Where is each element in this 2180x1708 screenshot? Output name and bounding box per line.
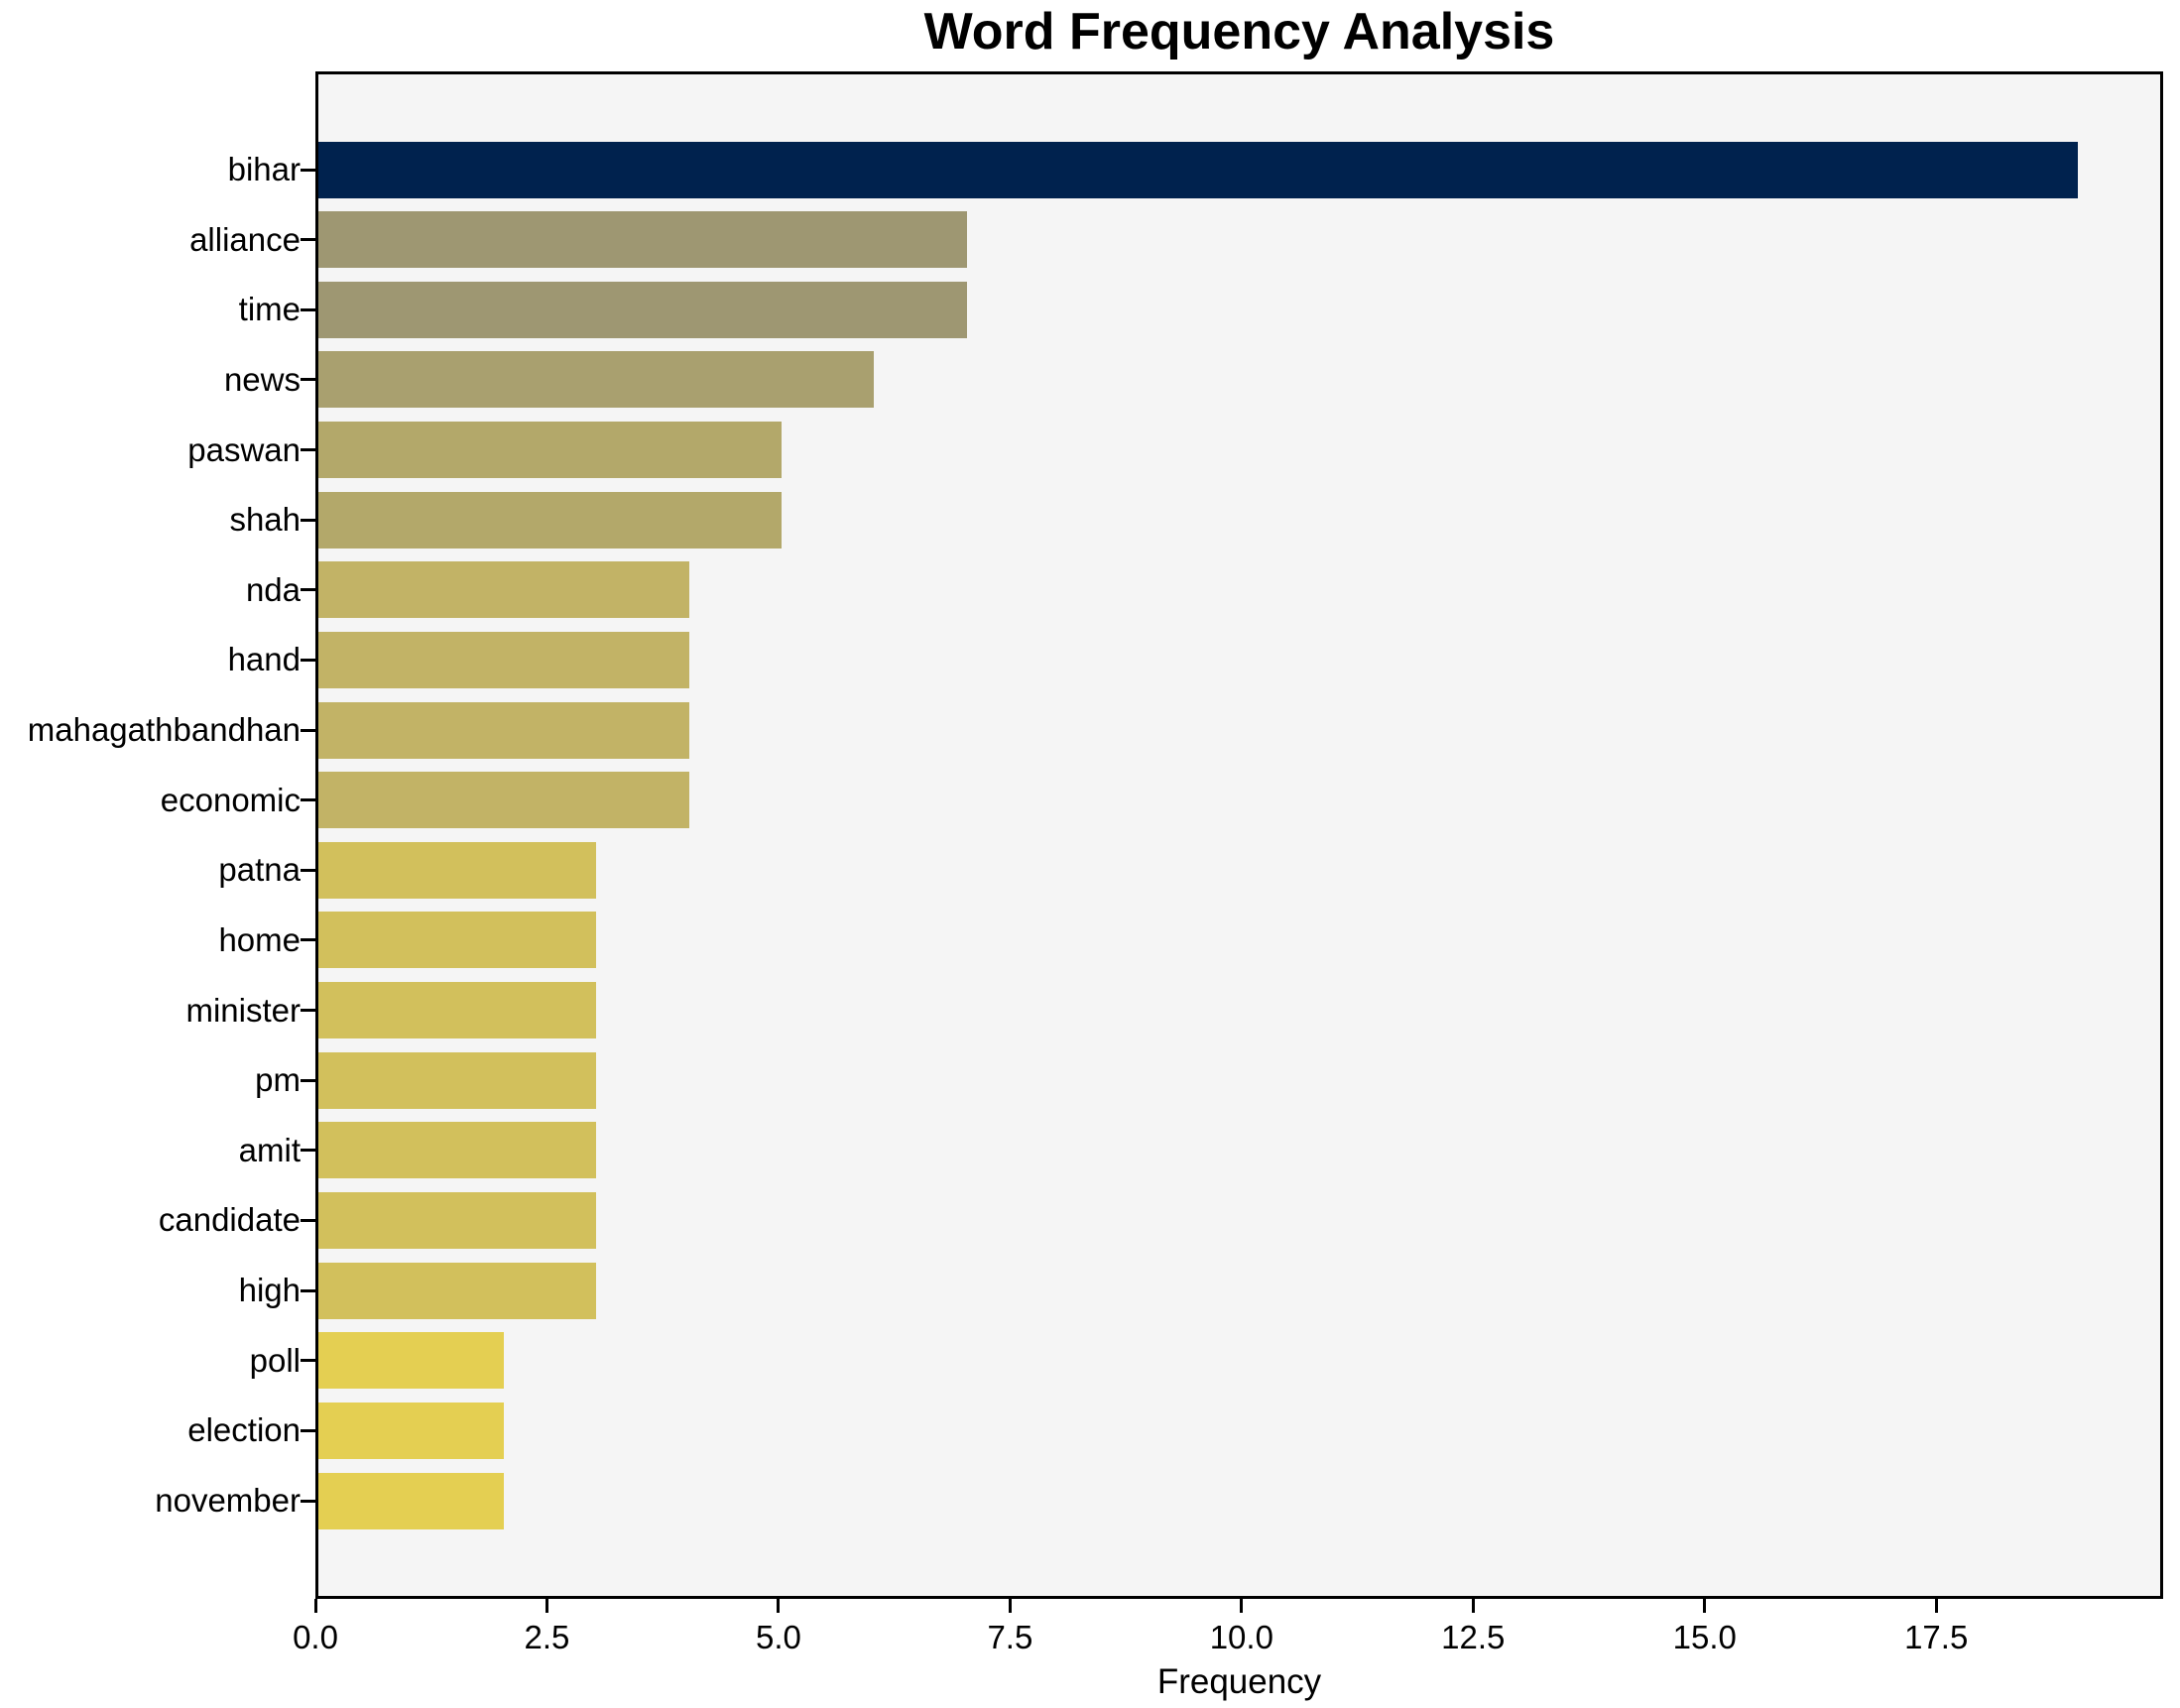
y-tick (301, 518, 315, 522)
x-axis-label: Frequency (1156, 1662, 1322, 1701)
bar-november (318, 1472, 504, 1529)
bar-news (318, 351, 875, 409)
y-tick-label: nda (245, 570, 301, 608)
y-tick-label: hand (227, 641, 301, 678)
y-tick-label: amit (238, 1131, 301, 1168)
y-tick-label: candidate (158, 1201, 301, 1239)
bar-paswan (318, 422, 782, 479)
y-tick-label: high (238, 1272, 301, 1309)
y-tick-label: election (187, 1411, 301, 1449)
y-tick-label: minister (185, 991, 301, 1029)
x-tick (1240, 1599, 1244, 1613)
x-tick-label: 2.5 (524, 1619, 570, 1655)
y-tick (301, 168, 315, 172)
y-tick (301, 938, 315, 942)
y-tick (301, 1288, 315, 1292)
x-tick-label: 7.5 (987, 1619, 1033, 1655)
y-tick-label: november (155, 1482, 301, 1519)
bar-time (318, 281, 967, 338)
y-tick (301, 1359, 315, 1363)
bar-nda (318, 561, 689, 619)
x-tick (1934, 1599, 1938, 1613)
bar-home (318, 912, 597, 969)
plot-area (315, 71, 2163, 1599)
y-tick-label: pm (255, 1061, 301, 1099)
y-tick (301, 588, 315, 592)
y-tick-label: patna (218, 851, 301, 889)
x-tick-label: 5.0 (755, 1619, 801, 1655)
y-tick-label: bihar (227, 151, 301, 187)
x-tick-label: 0.0 (293, 1619, 338, 1655)
x-tick (313, 1599, 317, 1613)
y-tick (301, 307, 315, 311)
bar-hand (318, 631, 689, 688)
bar-mahagathbandhan (318, 701, 689, 759)
y-tick-label: time (238, 291, 301, 328)
x-tick (1703, 1599, 1707, 1613)
y-tick-label: alliance (189, 220, 301, 258)
y-tick-label: paswan (187, 430, 301, 468)
bar-high (318, 1262, 597, 1319)
y-tick-label: home (218, 920, 301, 958)
x-tick (1471, 1599, 1475, 1613)
bar-bihar (318, 141, 2079, 198)
y-tick-label: news (223, 360, 301, 398)
bar-patna (318, 841, 597, 899)
y-tick (301, 378, 315, 382)
y-tick (301, 1078, 315, 1082)
x-tick-label: 17.5 (1904, 1619, 1969, 1655)
bar-shah (318, 491, 782, 549)
y-tick (301, 448, 315, 452)
y-tick (301, 728, 315, 732)
y-tick-label: economic (160, 781, 301, 818)
y-tick-label: mahagathbandhan (27, 711, 301, 749)
y-tick (301, 1499, 315, 1503)
bar-election (318, 1402, 504, 1459)
bar-minister (318, 982, 597, 1039)
y-tick (301, 1218, 315, 1222)
x-tick (1008, 1599, 1012, 1613)
y-tick (301, 868, 315, 872)
chart-title: Word Frequency Analysis (923, 3, 1555, 61)
y-tick (301, 658, 315, 662)
bar-candidate (318, 1191, 597, 1249)
x-tick-label: 12.5 (1441, 1619, 1506, 1655)
x-tick-label: 15.0 (1672, 1619, 1737, 1655)
y-tick (301, 1009, 315, 1013)
bar-poll (318, 1332, 504, 1390)
bar-economic (318, 772, 689, 829)
y-tick (301, 798, 315, 802)
x-tick (777, 1599, 781, 1613)
x-tick-label: 10.0 (1209, 1619, 1273, 1655)
y-tick (301, 1428, 315, 1432)
y-tick (301, 238, 315, 242)
bar-alliance (318, 211, 967, 269)
y-tick-label: shah (229, 501, 301, 539)
y-tick-label: poll (249, 1341, 301, 1379)
bar-amit (318, 1122, 597, 1179)
x-tick (545, 1599, 548, 1613)
bar-pm (318, 1051, 597, 1109)
y-tick (301, 1149, 315, 1153)
